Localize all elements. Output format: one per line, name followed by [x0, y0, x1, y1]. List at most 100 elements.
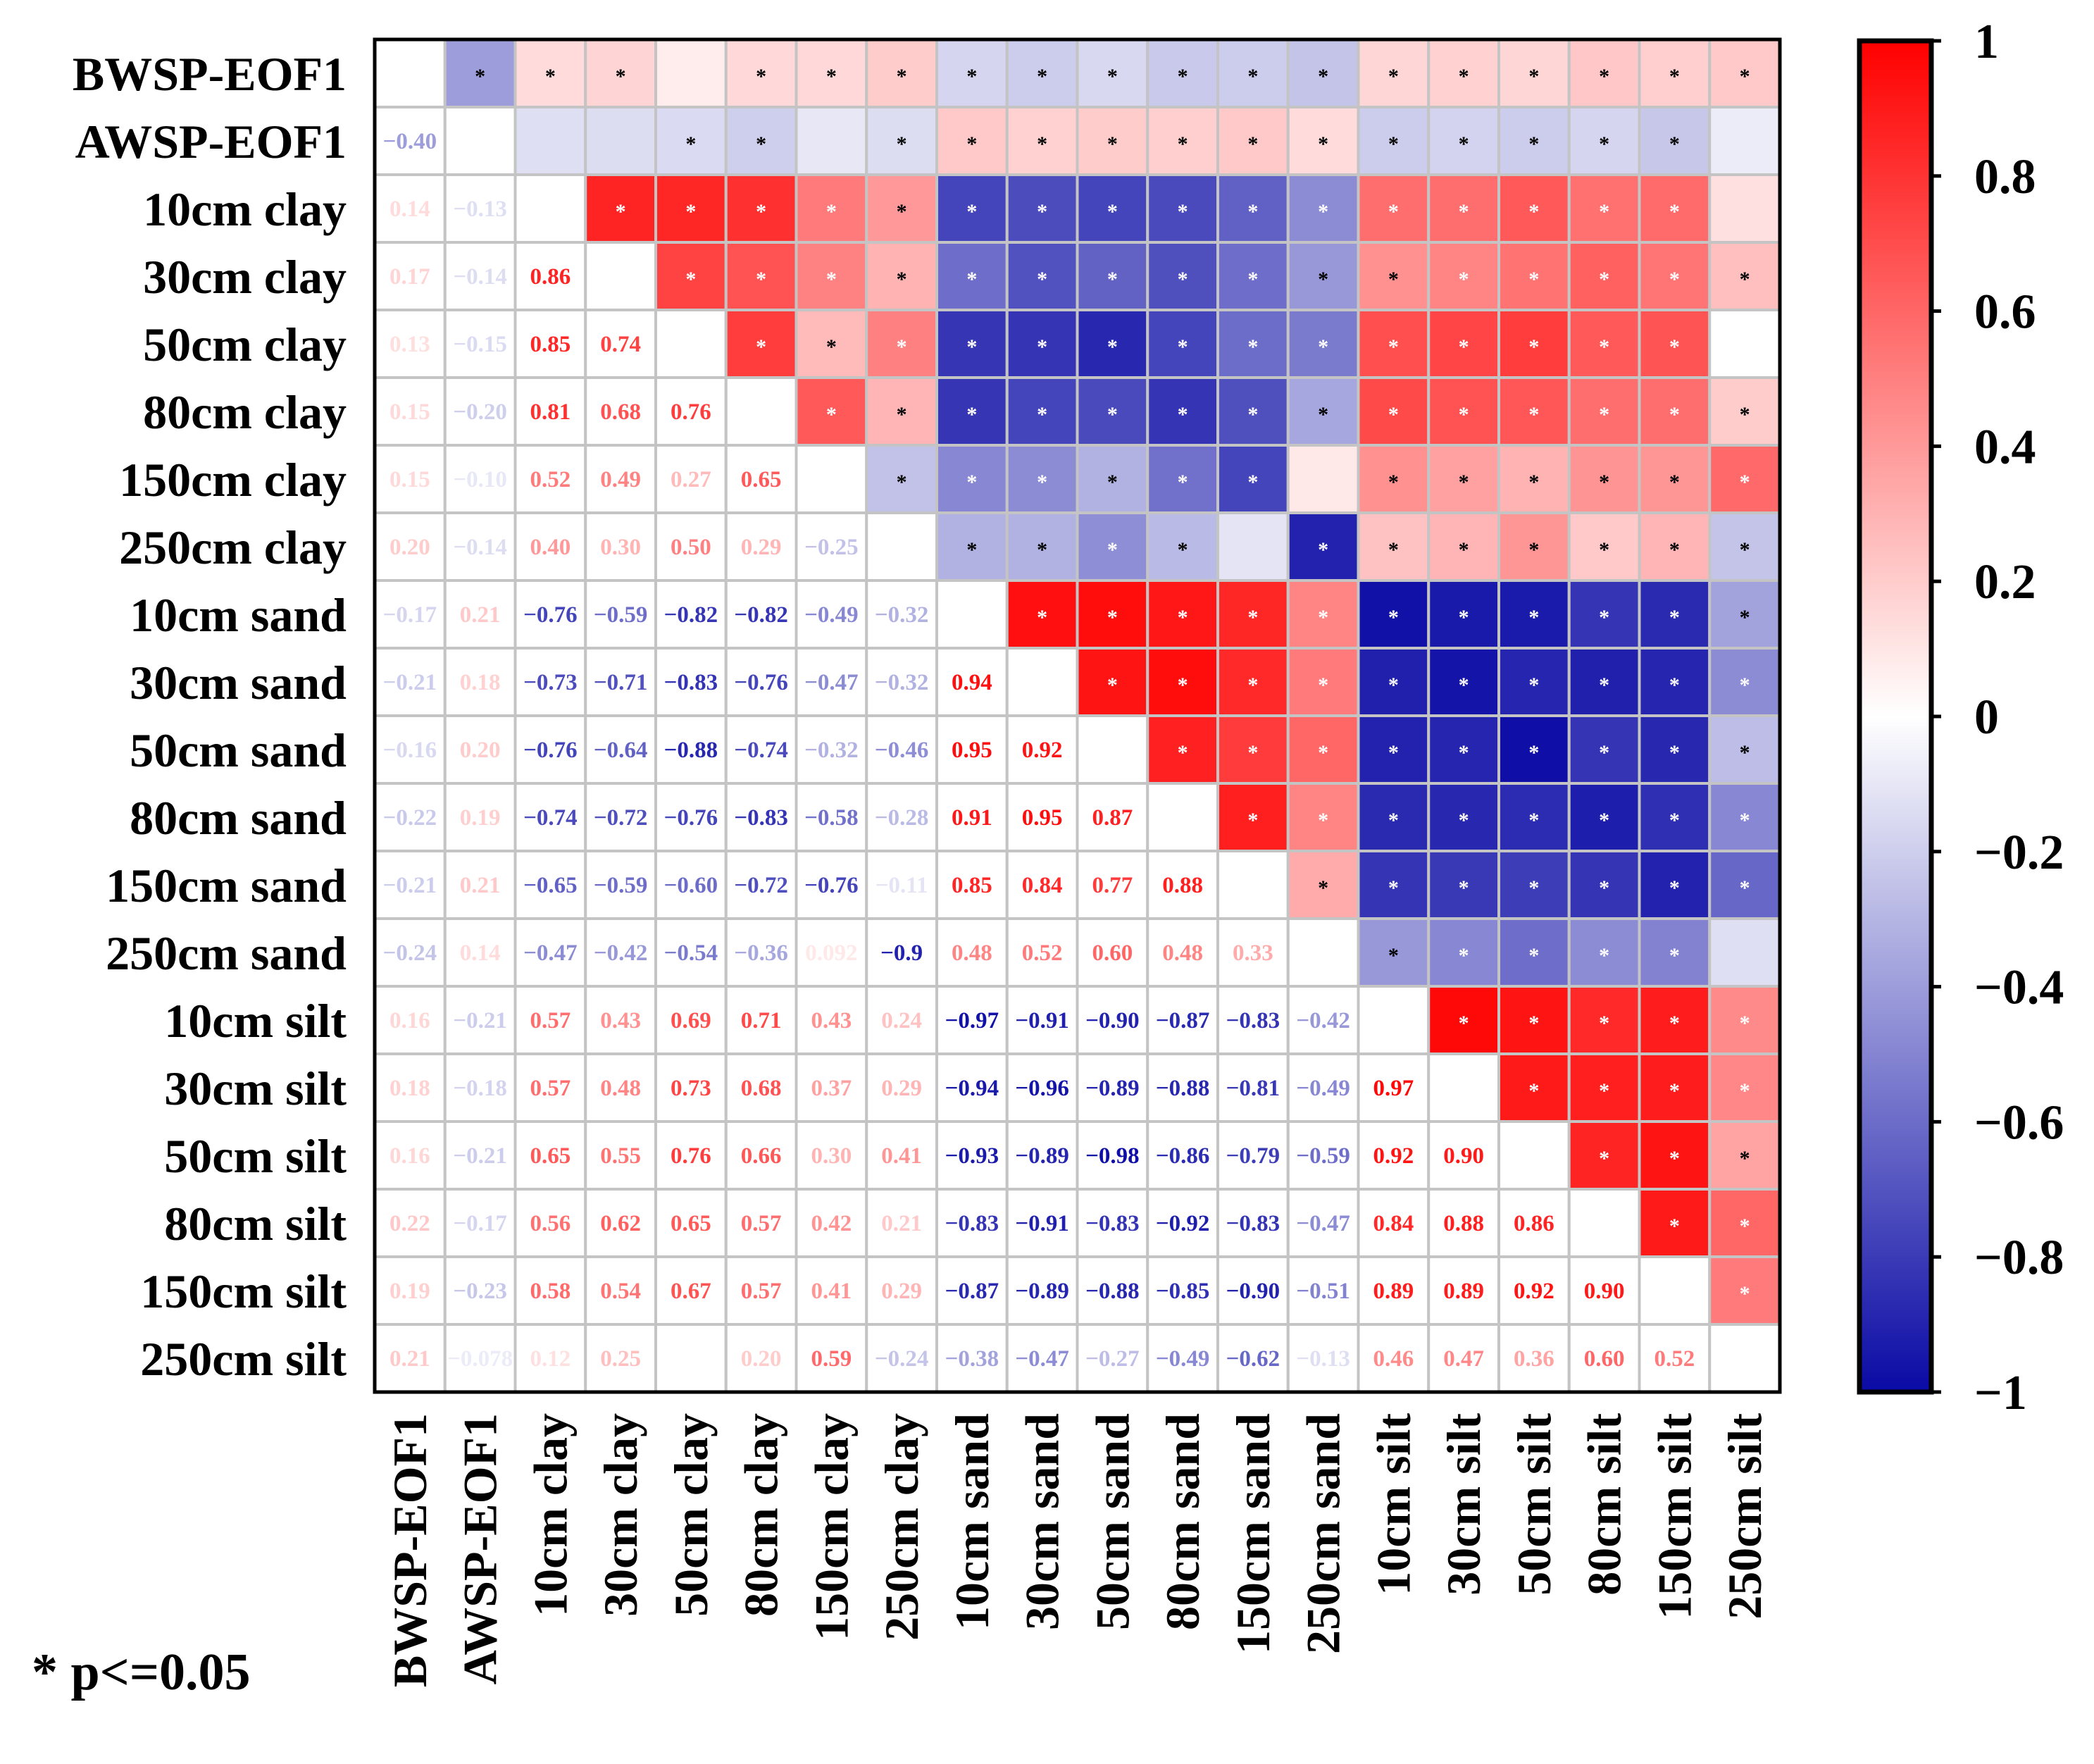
heatmap-cell: [513, 106, 587, 176]
correlation-label: 0.21: [881, 1211, 922, 1236]
heatmap-cell: [935, 714, 1009, 785]
significance-star: *: [475, 65, 485, 88]
heatmap-cell: [1005, 1052, 1079, 1123]
heatmap-cell: [1357, 985, 1431, 1055]
heatmap-cell: [935, 1052, 1009, 1123]
heatmap-cell: [373, 511, 447, 582]
significance-star: *: [1599, 741, 1609, 764]
correlation-label: 0.57: [530, 1076, 571, 1101]
correlation-label: 0.16: [389, 1008, 430, 1033]
significance-star: *: [1459, 200, 1469, 223]
column-label: 30cm silt: [1437, 1413, 1490, 1596]
correlation-label: −0.94: [945, 1076, 999, 1101]
correlation-label: −0.47: [804, 670, 859, 695]
significance-star: *: [1740, 538, 1750, 561]
row-label: 50cm silt: [164, 1129, 347, 1183]
correlation-label: −0.24: [383, 940, 437, 966]
correlation-label: −0.21: [453, 1008, 507, 1033]
significance-star: *: [1037, 132, 1047, 156]
significance-star: *: [1247, 335, 1258, 359]
significance-star: *: [966, 268, 977, 291]
heatmap-cell: [794, 309, 868, 379]
correlation-label: −0.93: [945, 1143, 999, 1169]
significance-star: *: [756, 200, 766, 223]
correlation-label: 0.22: [389, 1211, 430, 1236]
heatmap-cell: [654, 917, 728, 988]
row-label: 80cm sand: [130, 791, 347, 845]
significance-star: *: [1740, 65, 1750, 88]
heatmap-cell: [1076, 376, 1149, 447]
correlation-label: 0.21: [389, 1346, 430, 1372]
significance-star: *: [1037, 65, 1047, 88]
correlation-label: 0.60: [1092, 940, 1133, 966]
correlation-label: −0.98: [1085, 1143, 1140, 1169]
heatmap-cell: [1427, 376, 1500, 447]
heatmap-cell: [1638, 1052, 1712, 1123]
correlation-label: 0.19: [389, 1279, 430, 1304]
heatmap-cell: [1216, 241, 1290, 311]
significance-star: *: [1599, 538, 1609, 561]
correlation-label: −0.23: [453, 1279, 507, 1304]
correlation-label: 0.94: [952, 670, 992, 695]
correlation-label: −0.83: [664, 670, 718, 695]
heatmap-cell: [1146, 173, 1219, 244]
significance-star: *: [1669, 1079, 1680, 1102]
correlation-label: 0.62: [600, 1211, 641, 1236]
correlation-label: 0.092: [805, 940, 857, 966]
correlation-label: 0.65: [671, 1211, 711, 1236]
heatmap-cell: [1708, 444, 1781, 514]
heatmap-cell: [1146, 985, 1219, 1055]
correlation-label: 0.13: [389, 332, 430, 357]
heatmap-cell: [935, 579, 1009, 650]
correlation-label: 0.41: [811, 1279, 852, 1304]
significance-star: *: [1599, 673, 1609, 697]
heatmap-cell: [1638, 38, 1712, 108]
heatmap-cell: [794, 985, 868, 1055]
correlation-label: 0.71: [741, 1008, 782, 1033]
significance-star: *: [1669, 471, 1680, 494]
heatmap-cell: [584, 1120, 657, 1191]
heatmap-cell: [794, 1323, 868, 1393]
significance-star: *: [1107, 200, 1118, 223]
correlation-label: −0.79: [1226, 1143, 1280, 1169]
heatmap-cell: [1427, 309, 1500, 379]
correlation-label: 0.65: [741, 467, 782, 492]
correlation-label: −0.11: [875, 873, 928, 898]
heatmap-cell: [1286, 1255, 1360, 1326]
significance-star: *: [966, 471, 977, 494]
heatmap-cell: [1427, 1052, 1500, 1123]
significance-star: *: [1599, 268, 1609, 291]
heatmap-cell: [1076, 173, 1149, 244]
correlation-label: −0.71: [594, 670, 648, 695]
correlation-label: −0.85: [1156, 1279, 1210, 1304]
heatmap-cell: [1216, 1323, 1290, 1393]
correlation-label: −0.89: [1085, 1076, 1140, 1101]
correlation-label: −0.87: [945, 1279, 999, 1304]
correlation-label: 0.48: [952, 940, 992, 966]
correlation-label: −0.32: [804, 738, 859, 763]
correlation-label: 0.73: [671, 1076, 711, 1101]
significance-star: *: [545, 65, 556, 88]
significance-star: *: [1037, 538, 1047, 561]
correlation-label: −0.81: [1226, 1076, 1280, 1101]
correlation-label: −0.16: [383, 738, 437, 763]
correlation-label: −0.49: [1296, 1076, 1350, 1101]
significance-star: *: [1528, 1079, 1539, 1102]
row-label: 250cm sand: [106, 926, 347, 980]
heatmap-cell: [373, 444, 447, 514]
significance-star: *: [1459, 673, 1469, 697]
heatmap-cell: [1286, 38, 1360, 108]
row-label: 150cm clay: [119, 453, 347, 507]
heatmap-cell: [513, 173, 587, 244]
heatmap-cell: [1708, 511, 1781, 582]
heatmap-cell: [1076, 1120, 1149, 1191]
heatmap-cell: [1497, 1255, 1571, 1326]
heatmap-cell: [1005, 1255, 1079, 1326]
correlation-label: 0.21: [460, 873, 501, 898]
significance-star: *: [1599, 335, 1609, 359]
heatmap-cell: [1005, 917, 1079, 988]
heatmap-cell: [1286, 444, 1360, 514]
correlation-label: 0.68: [741, 1076, 782, 1101]
correlation-label: 0.27: [671, 467, 711, 492]
heatmap-cell: [654, 38, 728, 108]
